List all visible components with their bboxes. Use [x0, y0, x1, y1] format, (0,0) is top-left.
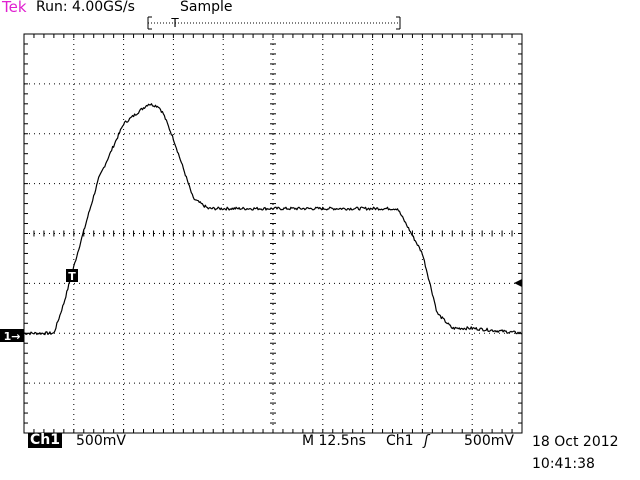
graticule	[23, 33, 523, 434]
trigger-slope-icon: ʃ	[424, 433, 429, 449]
channel-1-ground-marker: 1→	[0, 329, 24, 343]
channel-1-trace	[23, 103, 522, 336]
trigger-marker-label: T	[68, 270, 76, 283]
date-label: 18 Oct 2012	[532, 434, 619, 450]
settings-bar: Ch1 500mV M 12.5ns Ch1 ʃ 500mV 18 Oct 20…	[0, 432, 640, 480]
trigger-level-arrow	[514, 279, 522, 287]
trigger-source: Ch1	[386, 433, 414, 449]
trigger-position-bracket: T	[147, 16, 401, 30]
channel-scale: 500mV	[76, 433, 126, 449]
channel-badge: Ch1	[28, 432, 62, 448]
time-label: 10:41:38	[532, 456, 595, 472]
run-status: Run: 4.00GS/s	[36, 0, 135, 15]
channel-marker-label: 1→	[4, 330, 21, 343]
acquisition-mode: Sample	[180, 0, 233, 15]
brand-label: Tek	[2, 0, 27, 16]
trigger-level: 500mV	[464, 433, 514, 449]
trigger-position-label: T	[170, 16, 179, 30]
status-bar: Tek Run: 4.00GS/s Sample	[0, 0, 640, 16]
trigger-marker: T	[66, 269, 78, 283]
timebase: M 12.5ns	[302, 433, 366, 449]
